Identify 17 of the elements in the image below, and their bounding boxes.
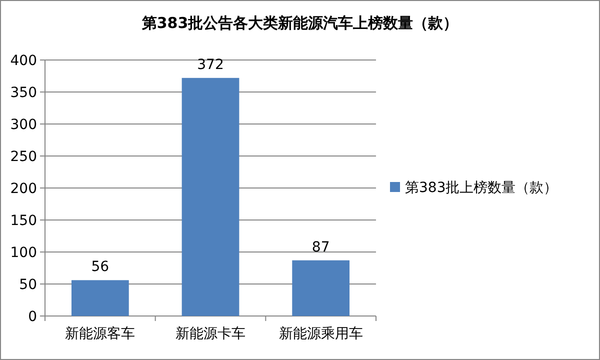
y-tick-label: 300 xyxy=(10,117,37,133)
legend-label: 第383批上榜数量（款） xyxy=(405,180,558,196)
data-label: 87 xyxy=(312,239,330,256)
y-tick-label: 150 xyxy=(10,213,37,229)
y-tick-label: 100 xyxy=(10,245,37,261)
y-tick-label: 400 xyxy=(10,53,37,69)
data-label: 372 xyxy=(197,56,224,73)
y-tick-label: 50 xyxy=(19,277,37,293)
data-label: 56 xyxy=(91,259,110,276)
y-tick-label: 350 xyxy=(10,85,37,101)
y-tick-label: 0 xyxy=(28,309,37,325)
x-tick-label: 新能源乘用车 xyxy=(278,326,363,342)
y-tick-label: 250 xyxy=(10,149,37,165)
x-tick-label: 新能源卡车 xyxy=(176,326,246,342)
x-tick-label: 新能源客车 xyxy=(65,326,136,342)
y-tick-label: 200 xyxy=(10,181,37,197)
title: 第383批公告各大类新能源汽车上榜数量（款） xyxy=(142,14,458,32)
